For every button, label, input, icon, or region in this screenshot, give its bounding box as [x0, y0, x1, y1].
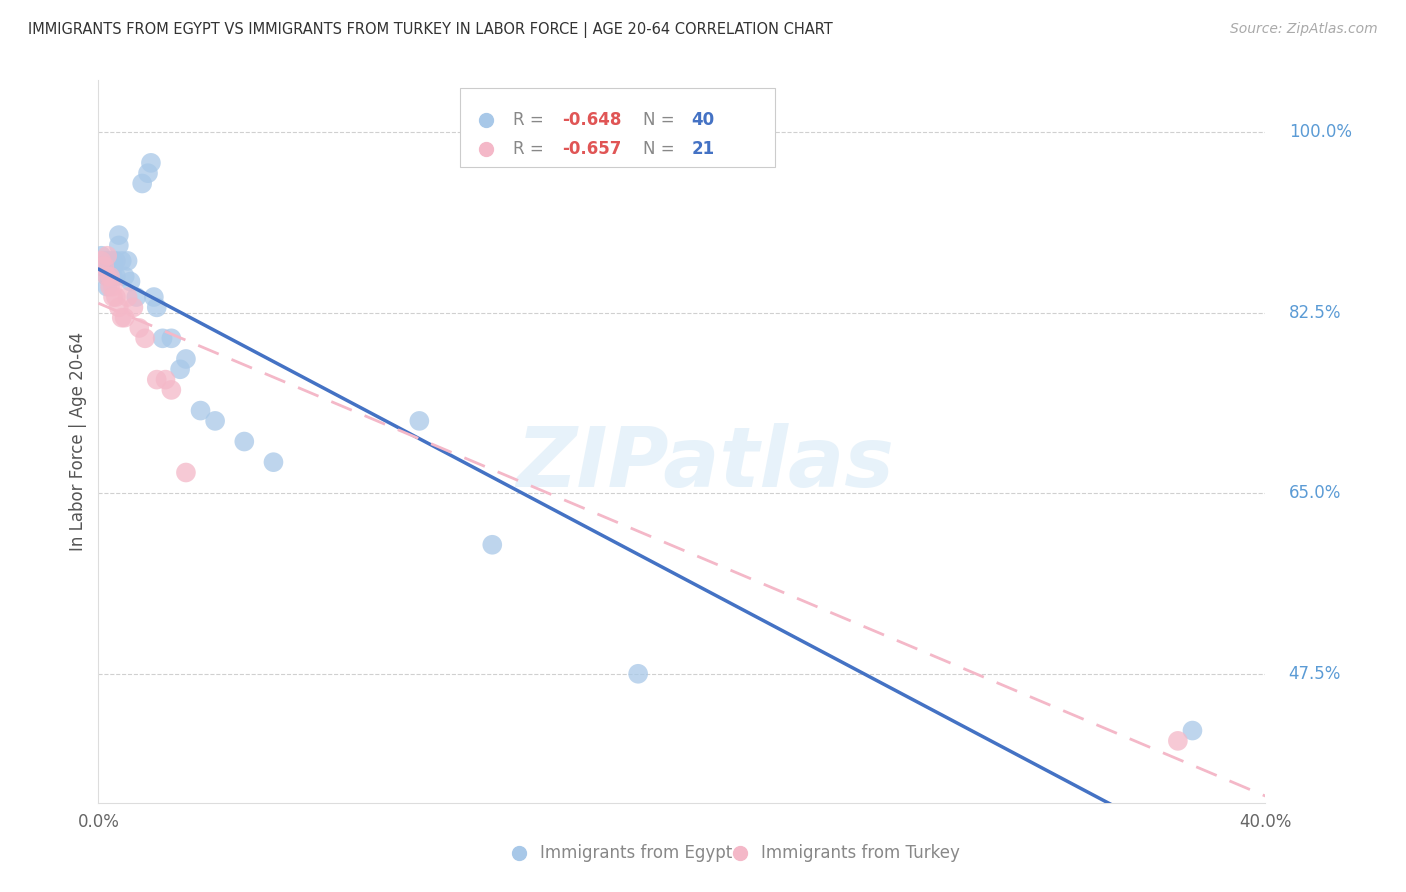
Point	[128, 321, 150, 335]
Text: 21: 21	[692, 140, 714, 158]
Text: -0.648: -0.648	[562, 111, 621, 129]
Point	[131, 177, 153, 191]
Point	[120, 275, 142, 289]
Point	[1181, 723, 1204, 738]
Point	[169, 362, 191, 376]
Text: -0.657: -0.657	[562, 140, 621, 158]
Point	[98, 254, 121, 268]
Point	[204, 414, 226, 428]
Point	[96, 254, 118, 268]
Text: 40: 40	[692, 111, 714, 129]
Point	[96, 279, 118, 293]
Text: N =: N =	[644, 111, 681, 129]
Point	[93, 259, 115, 273]
Point	[108, 238, 131, 252]
Y-axis label: In Labor Force | Age 20-64: In Labor Force | Age 20-64	[69, 332, 87, 551]
Text: Immigrants from Turkey: Immigrants from Turkey	[761, 845, 960, 863]
Point	[627, 666, 650, 681]
Text: 47.5%: 47.5%	[1289, 665, 1341, 682]
Point	[101, 290, 124, 304]
Text: 82.5%: 82.5%	[1289, 303, 1341, 321]
Point	[98, 269, 121, 284]
Point	[96, 259, 118, 273]
Point	[134, 331, 156, 345]
Point	[96, 269, 118, 284]
Text: N =: N =	[644, 140, 681, 158]
Point	[160, 331, 183, 345]
Text: ZIPatlas: ZIPatlas	[516, 423, 894, 504]
Point	[98, 269, 121, 284]
Point	[90, 259, 112, 273]
Point	[96, 269, 118, 284]
Point	[160, 383, 183, 397]
Point	[146, 301, 169, 315]
Text: Source: ZipAtlas.com: Source: ZipAtlas.com	[1230, 22, 1378, 37]
Point	[262, 455, 284, 469]
Point	[90, 254, 112, 268]
Point	[98, 279, 121, 293]
Point	[104, 269, 127, 284]
Point	[90, 249, 112, 263]
Point	[101, 259, 124, 273]
Point	[152, 331, 174, 345]
Point	[108, 228, 131, 243]
Point	[93, 259, 115, 273]
Point	[174, 466, 197, 480]
Point	[408, 414, 430, 428]
Point	[125, 290, 148, 304]
Point	[136, 166, 159, 180]
Text: R =: R =	[513, 140, 548, 158]
Point	[190, 403, 212, 417]
Point	[111, 310, 134, 325]
Point	[101, 279, 124, 293]
Point	[98, 259, 121, 273]
Point	[101, 269, 124, 284]
Text: 65.0%: 65.0%	[1289, 484, 1341, 502]
Point	[146, 373, 169, 387]
Point	[155, 373, 177, 387]
Point	[111, 254, 134, 268]
Point	[233, 434, 256, 449]
Point	[117, 290, 139, 304]
Point	[122, 301, 145, 315]
Point	[108, 301, 131, 315]
Point	[142, 290, 165, 304]
Point	[96, 249, 118, 263]
Point	[93, 254, 115, 268]
Point	[101, 254, 124, 268]
Point	[174, 351, 197, 366]
Point	[1056, 182, 1078, 196]
Point	[114, 310, 136, 325]
Point	[104, 254, 127, 268]
Point	[481, 538, 503, 552]
Point	[139, 156, 162, 170]
Point	[104, 290, 127, 304]
Text: Immigrants from Egypt: Immigrants from Egypt	[540, 845, 731, 863]
Point	[1167, 734, 1189, 748]
Text: R =: R =	[513, 111, 548, 129]
Text: 100.0%: 100.0%	[1289, 123, 1351, 141]
FancyBboxPatch shape	[460, 87, 775, 167]
Text: IMMIGRANTS FROM EGYPT VS IMMIGRANTS FROM TURKEY IN LABOR FORCE | AGE 20-64 CORRE: IMMIGRANTS FROM EGYPT VS IMMIGRANTS FROM…	[28, 22, 832, 38]
Point	[114, 269, 136, 284]
Point	[1056, 223, 1078, 237]
Point	[117, 254, 139, 268]
